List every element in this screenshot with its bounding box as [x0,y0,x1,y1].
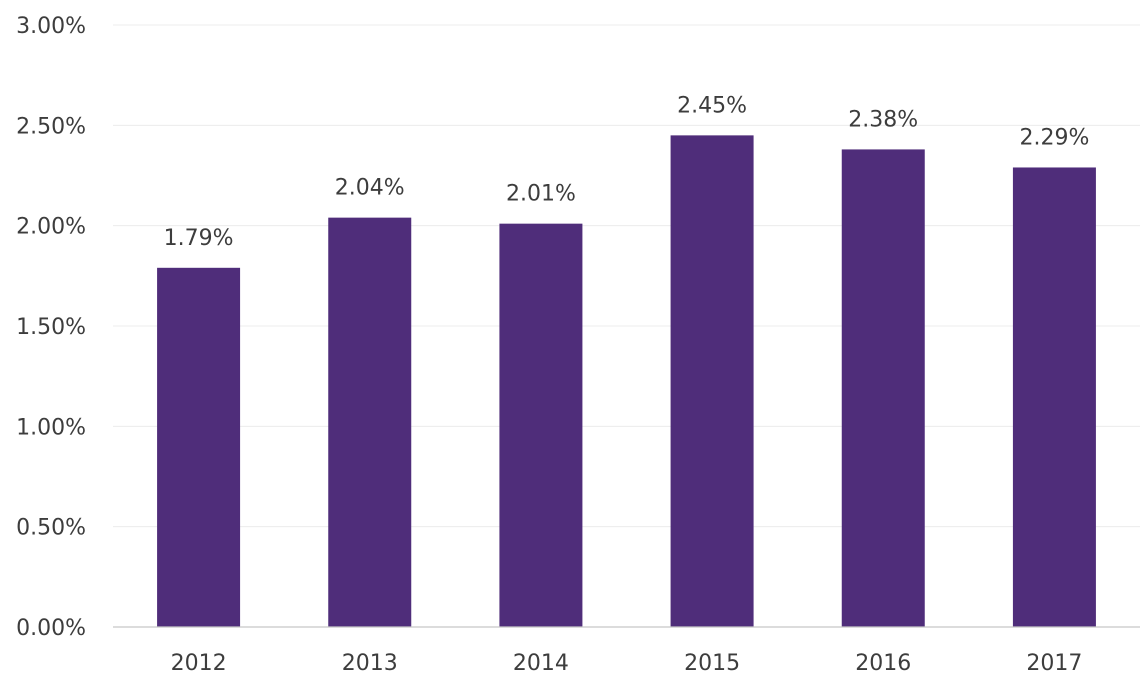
bar-2016 [841,149,925,627]
x-axis: 2012 2013 2014 2015 2016 2017 [113,626,1140,676]
bar-2012 [157,267,241,627]
x-tick-label-2012: 2012 [171,651,227,676]
y-tick-label: 3.00% [16,14,86,39]
bar-2017 [1012,167,1096,627]
x-tick-label-2016: 2016 [855,651,911,676]
y-axis: 0.00% 0.50% 1.00% 1.50% 2.00% 2.50% 3.00% [16,14,86,641]
data-label-2015: 2.45% [677,93,747,118]
y-tick-label: 2.00% [16,215,86,240]
y-tick-label: 1.00% [16,415,86,440]
data-label-2017: 2.29% [1019,125,1089,150]
data-label-2014: 2.01% [506,182,576,207]
gridlines [113,24,1140,528]
bar-2014 [499,223,583,627]
data-label-2012: 1.79% [164,226,234,251]
bar-2015 [670,135,754,627]
x-tick-label-2014: 2014 [513,651,569,676]
data-label-2016: 2.38% [848,107,918,132]
data-labels: 1.79% 2.04% 2.01% 2.45% 2.38% 2.29% [164,93,1090,250]
x-tick-label-2015: 2015 [684,651,740,676]
data-label-2013: 2.04% [335,176,405,201]
y-tick-label: 2.50% [16,114,86,139]
bar-2013 [328,217,412,627]
y-tick-label: 1.50% [16,315,86,340]
x-tick-label-2017: 2017 [1026,651,1082,676]
x-tick-label-2013: 2013 [342,651,398,676]
y-tick-label: 0.00% [16,616,86,641]
y-tick-label: 0.50% [16,516,86,541]
bars [157,135,1096,627]
